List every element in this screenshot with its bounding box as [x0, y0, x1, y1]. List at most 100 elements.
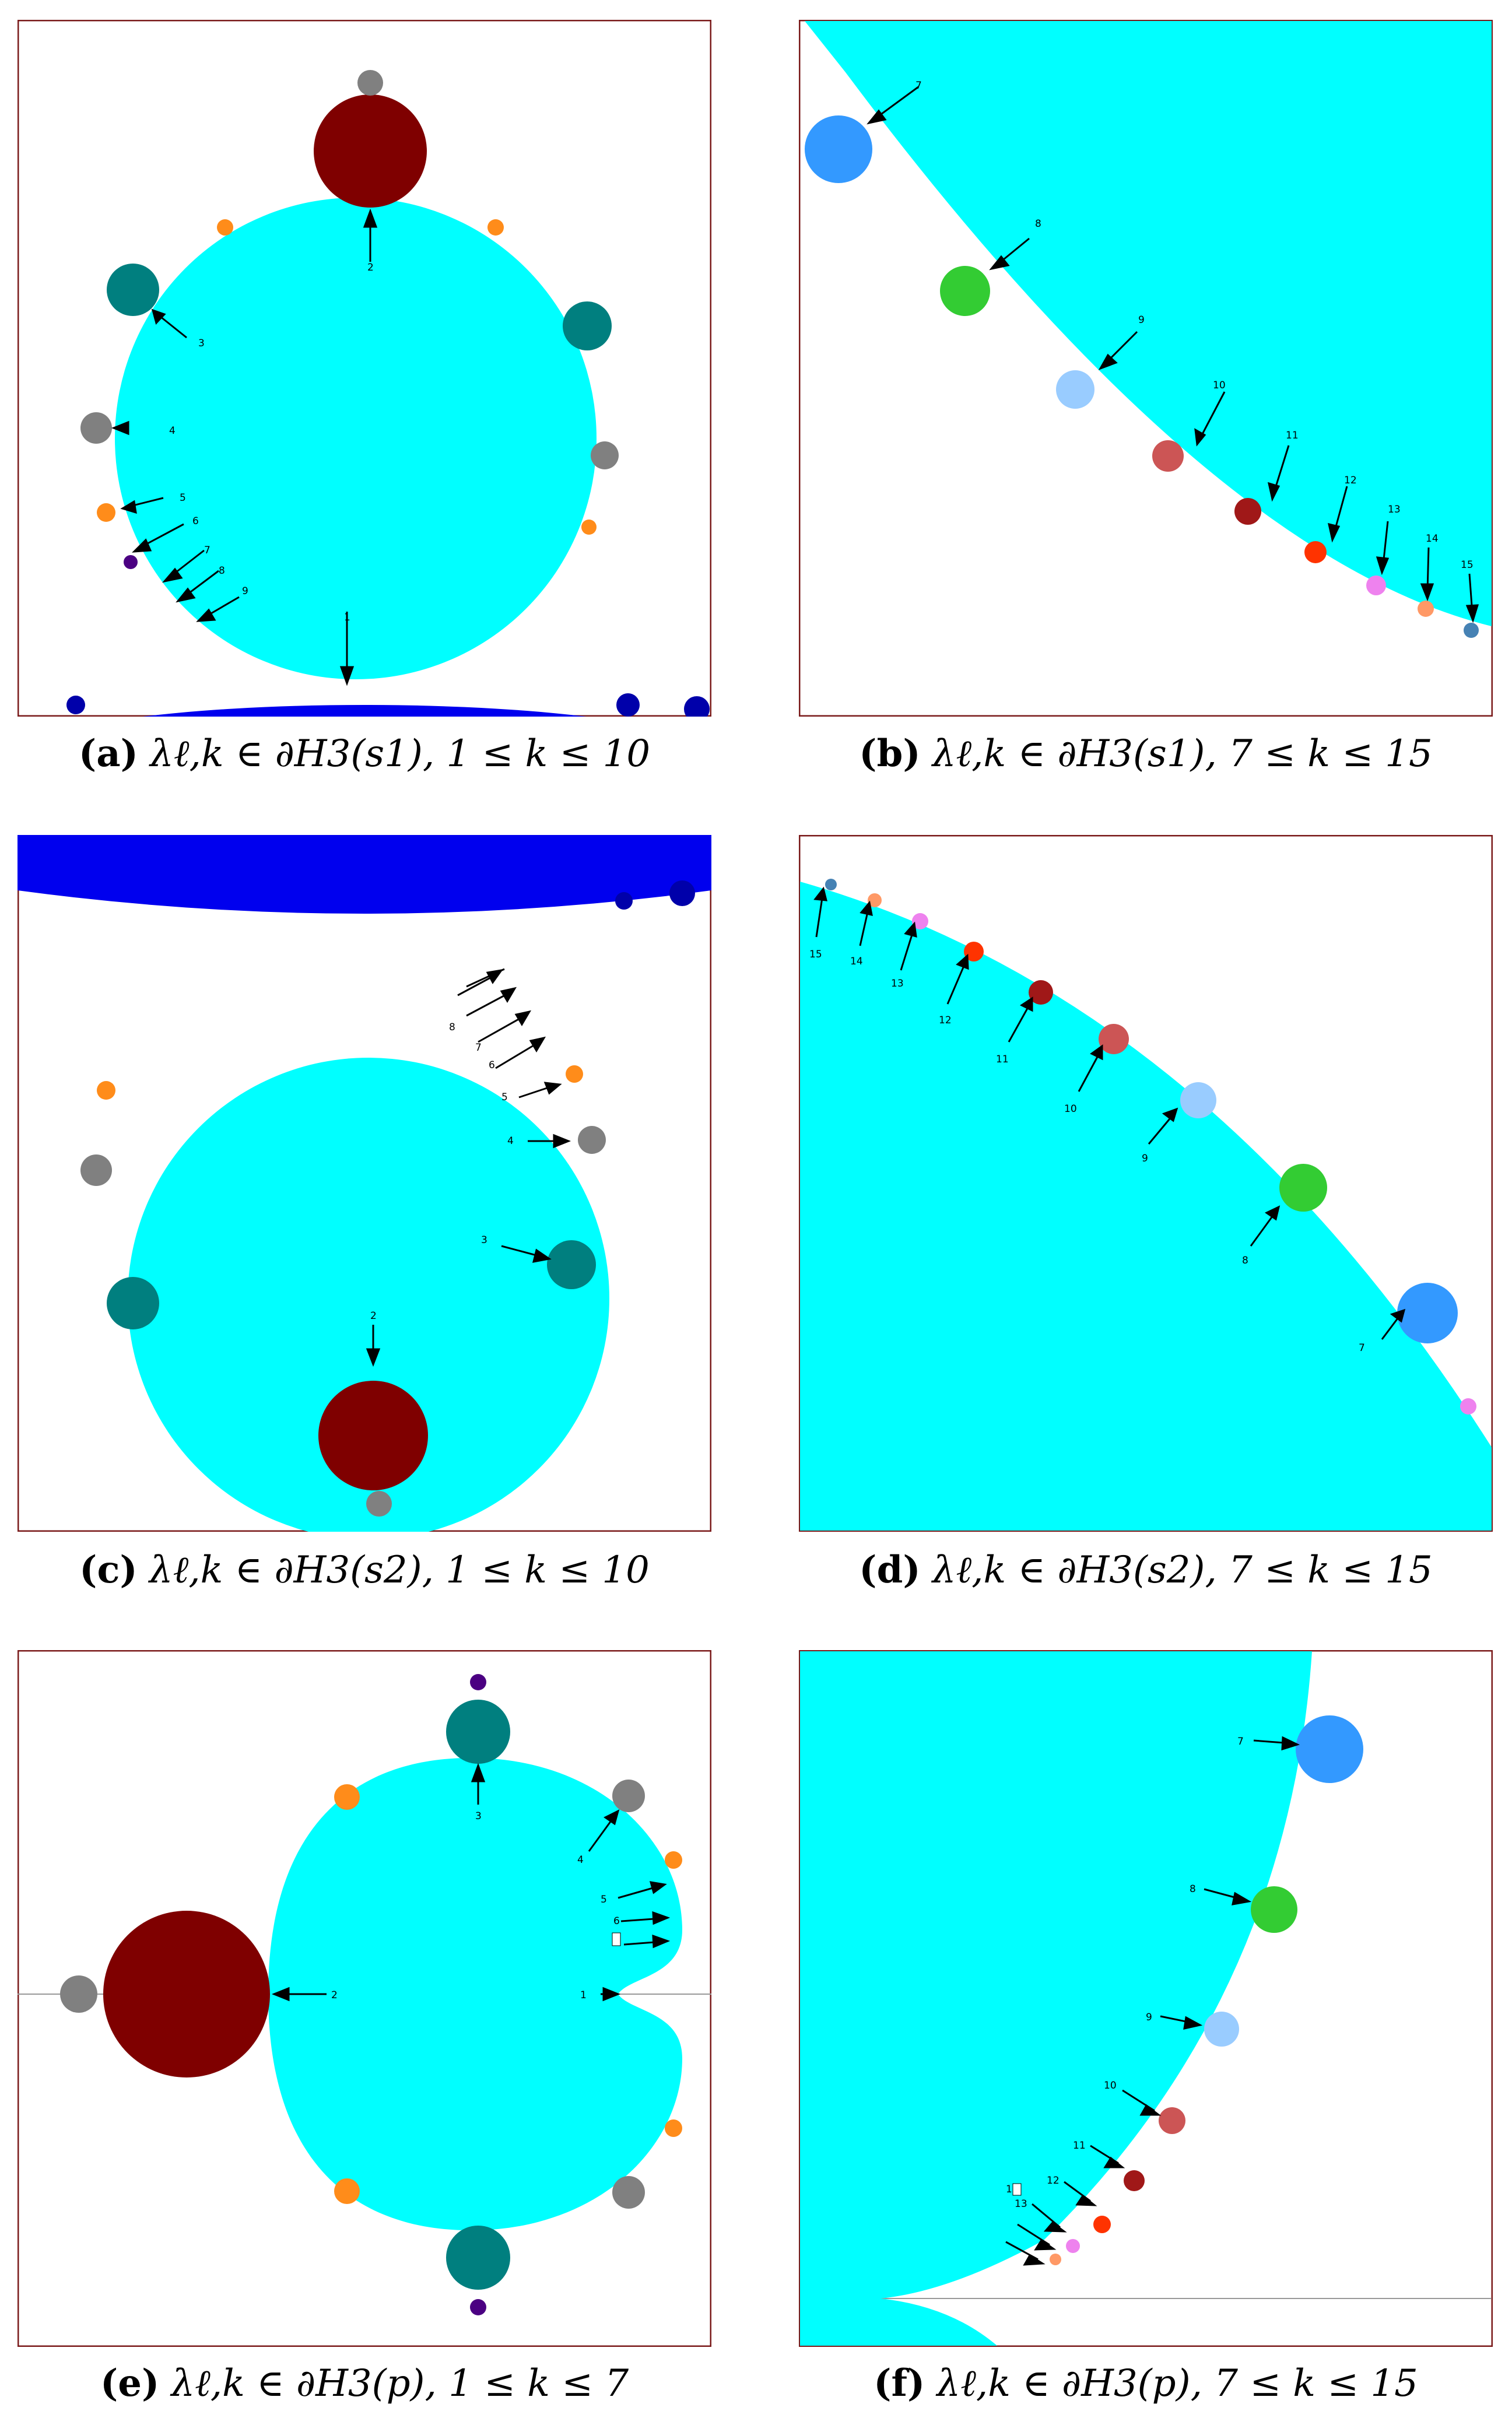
svg-text:2: 2 [331, 1989, 338, 2001]
svg-text:5: 5 [601, 1894, 607, 1905]
caption-f: (f) λℓ,k ∈ ∂H3(p), 7 ≤ k ≤ 15 [799, 2361, 1493, 2405]
svg-text:3: 3 [481, 1234, 487, 1246]
svg-text:14: 14 [1426, 533, 1439, 545]
bulb-k10 [1152, 440, 1184, 472]
svg-text:7: 7 [1359, 1342, 1365, 1354]
svg-text:8: 8 [1190, 1883, 1196, 1895]
arrow-labels-d: 7 8 9 10 11 12 13 14 15 [809, 949, 1365, 1354]
bulb-k2 [314, 94, 427, 208]
caption-math-e: λℓ,k ∈ ∂H3(p), 1 ≤ k ≤ 7 [171, 2362, 629, 2405]
svg-text:8: 8 [219, 565, 225, 577]
caption-c: (c) λℓ,k ∈ ∂H3(s2), 1 ≤ k ≤ 10 [17, 1548, 711, 1592]
bulb-k15 [1464, 623, 1479, 638]
svg-text:1: 1 [344, 612, 350, 623]
caption-math-d: λℓ,k ∈ ∂H3(s2), 7 ≤ k ≤ 15 [932, 1549, 1433, 1592]
arrow-labels-c: 2 3 4 5 6 7 8 [370, 1022, 514, 1322]
svg-text:11: 11 [1073, 2140, 1086, 2152]
arrows-a [111, 208, 378, 686]
arrows-b [866, 86, 1479, 623]
svg-text:8: 8 [1242, 1255, 1248, 1266]
svg-text:12: 12 [1344, 475, 1357, 486]
bulb-k12 [1304, 541, 1327, 563]
svg-text:9: 9 [242, 585, 248, 597]
blue-component [143, 705, 586, 717]
svg-text:10: 10 [1213, 380, 1226, 391]
caption-b: (b) λℓ,k ∈ ∂H3(s1), 7 ≤ k ≤ 15 [799, 732, 1493, 775]
arrows-c [366, 968, 571, 1367]
bulb-small [357, 70, 383, 96]
arrows-f [1005, 1736, 1300, 2266]
caption-label-a: (a) [78, 732, 138, 775]
bulb-k11 [1234, 498, 1261, 525]
caption-label-f: (f) [873, 2361, 925, 2405]
svg-text:14: 14 [850, 956, 863, 967]
bulb-k7 [805, 115, 872, 183]
main-component-edge [805, 21, 1492, 626]
svg-text:4: 4 [577, 1854, 584, 1866]
panel-e: 1 2 3 4 5 6 [17, 1650, 711, 2347]
caption-e: (e) λℓ,k ∈ ∂H3(p), 1 ≤ k ≤ 7 [17, 2361, 711, 2405]
caption-label-e: (e) [100, 2361, 160, 2405]
bulb-k9 [1056, 370, 1094, 409]
svg-text:15: 15 [1461, 559, 1474, 571]
caption-math-b: λℓ,k ∈ ∂H3(s1), 7 ≤ k ≤ 15 [932, 732, 1433, 775]
caption-label-c: (c) [79, 1548, 138, 1592]
main-cardioid-disk [115, 198, 597, 679]
svg-text:6: 6 [489, 1059, 495, 1071]
panel-b: 7 8 9 10 11 12 13 14 15 [799, 20, 1493, 717]
bulb-k4 [578, 1126, 606, 1154]
svg-text:7: 7 [1237, 1736, 1244, 1747]
arrows-d [813, 886, 1406, 1340]
blue-component [17, 835, 711, 914]
svg-text:5: 5 [180, 492, 186, 504]
panel-a: 1 2 3 4 5 6 7 8 9 [17, 20, 711, 717]
svg-text:13: 13 [1015, 2198, 1027, 2210]
svg-text:7: 7 [204, 545, 211, 556]
bulb-k4-left [80, 412, 112, 444]
caption-math-f: λℓ,k ∈ ∂H3(p), 7 ≤ k ≤ 15 [936, 2362, 1418, 2405]
main-cardioid-disk [128, 1058, 609, 1532]
svg-text:2: 2 [370, 1310, 377, 1322]
svg-text:8: 8 [449, 1022, 455, 1033]
svg-text:10: 10 [1104, 2080, 1117, 2091]
bulb-k13 [1366, 575, 1386, 595]
caption-a: (a) λℓ,k ∈ ∂H3(s1), 1 ≤ k ≤ 10 [17, 732, 711, 775]
svg-text:6: 6 [192, 515, 199, 527]
bulb-k8 [940, 266, 990, 316]
arrow-labels-a: 1 2 3 4 5 6 7 8 9 [169, 262, 374, 623]
bulb-k4-right [591, 441, 619, 469]
bulb-k5 [97, 503, 115, 522]
svg-text:1: 1 [1006, 2184, 1012, 2195]
svg-text:12: 12 [939, 1015, 952, 1026]
svg-text:3: 3 [475, 1810, 482, 1822]
bulb-k3-bottom [446, 2226, 510, 2290]
bulb-k6 [124, 555, 138, 569]
bulb-k14 [1418, 601, 1434, 617]
svg-text:6: 6 [613, 1915, 620, 1927]
svg-text:11: 11 [996, 1054, 1009, 1065]
svg-text:4: 4 [169, 425, 176, 437]
svg-text:13: 13 [1388, 504, 1401, 515]
svg-text:9: 9 [1138, 314, 1145, 326]
svg-text:11: 11 [1286, 430, 1299, 441]
svg-text:1: 1 [580, 1989, 587, 2001]
arrow-labels-e: 1 2 3 4 5 6 [331, 1810, 620, 2001]
panel-c: 2 3 4 5 6 7 8 [17, 835, 711, 1532]
svg-text:13: 13 [891, 978, 904, 989]
bulb-k3-right [563, 301, 612, 350]
svg-text:12: 12 [1047, 2175, 1060, 2187]
arrows-e [271, 1763, 671, 2002]
svg-text:7: 7 [915, 80, 922, 92]
caption-math-a: λℓ,k ∈ ∂H3(s1), 1 ≤ k ≤ 10 [150, 732, 651, 775]
bulb-k3-top [446, 1700, 510, 1764]
bulb-k3-left [107, 1277, 159, 1329]
arrow-labels-f: 7 8 9 10 11 12 13 1 [1006, 1736, 1244, 2210]
svg-text:9: 9 [1146, 2012, 1152, 2023]
main-component-edge [800, 882, 1492, 1531]
svg-text:15: 15 [809, 949, 822, 960]
caption-d: (d) λℓ,k ∈ ∂H3(s2), 7 ≤ k ≤ 15 [799, 1548, 1493, 1592]
arrow-labels-b: 7 8 9 10 11 12 13 14 15 [915, 80, 1474, 571]
caption-math-c: λℓ,k ∈ ∂H3(s2), 1 ≤ k ≤ 10 [149, 1549, 650, 1592]
bulb-k3-right [547, 1240, 596, 1289]
svg-text:7: 7 [475, 1042, 482, 1054]
